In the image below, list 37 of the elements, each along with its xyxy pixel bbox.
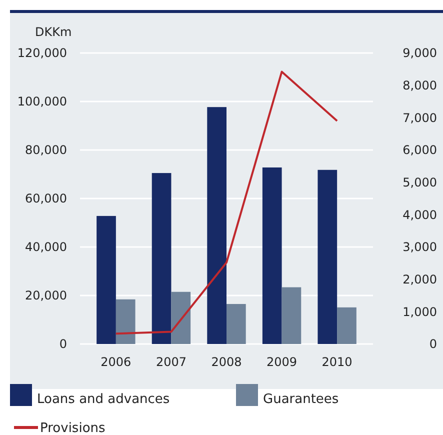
bar xyxy=(337,307,356,344)
y2-tick-label: 0 xyxy=(429,337,437,352)
y-tick-label: 20,000 xyxy=(25,288,67,303)
x-tick-label: 2008 xyxy=(211,355,242,369)
y2-tick-label: 7,000 xyxy=(402,110,437,125)
y-tick-label: 0 xyxy=(59,337,67,352)
y2-tick-label: 3,000 xyxy=(402,240,437,254)
bar xyxy=(226,304,246,344)
bar xyxy=(96,216,116,344)
y2-tick-label: 5,000 xyxy=(402,176,437,190)
x-tick-label: 2009 xyxy=(266,355,298,369)
x-tick-label: 2010 xyxy=(322,355,352,369)
y2-tick-label: 8,000 xyxy=(402,78,437,93)
y-tick-label: 120,000 xyxy=(17,46,67,60)
bar xyxy=(207,107,226,344)
legend-label: Provisions xyxy=(40,421,106,435)
y2-tick-label: 4,000 xyxy=(402,208,437,222)
y2-tick-label: 9,000 xyxy=(402,46,437,60)
y-tick-label: 60,000 xyxy=(25,192,67,206)
bar xyxy=(318,170,338,344)
x-tick-label: 2006 xyxy=(100,355,132,369)
y-tick-label: 100,000 xyxy=(17,94,67,109)
bar xyxy=(282,287,302,344)
y2-tick-label: 6,000 xyxy=(402,143,437,158)
line-series xyxy=(114,70,338,335)
y2-tick-label: 2,000 xyxy=(402,272,437,287)
x-tick-label: 2007 xyxy=(156,355,186,369)
y-axis-title: DKKm xyxy=(35,25,72,39)
bar xyxy=(116,299,136,344)
bar xyxy=(171,292,191,344)
legend-label: Guarantees xyxy=(263,392,339,407)
y-tick-label: 80,000 xyxy=(25,143,67,158)
bar xyxy=(262,167,282,344)
y2-tick-label: 1,000 xyxy=(402,304,437,319)
legend-label: Loans and advances xyxy=(37,392,170,407)
bar xyxy=(152,173,172,344)
y-tick-label: 40,000 xyxy=(25,240,67,254)
